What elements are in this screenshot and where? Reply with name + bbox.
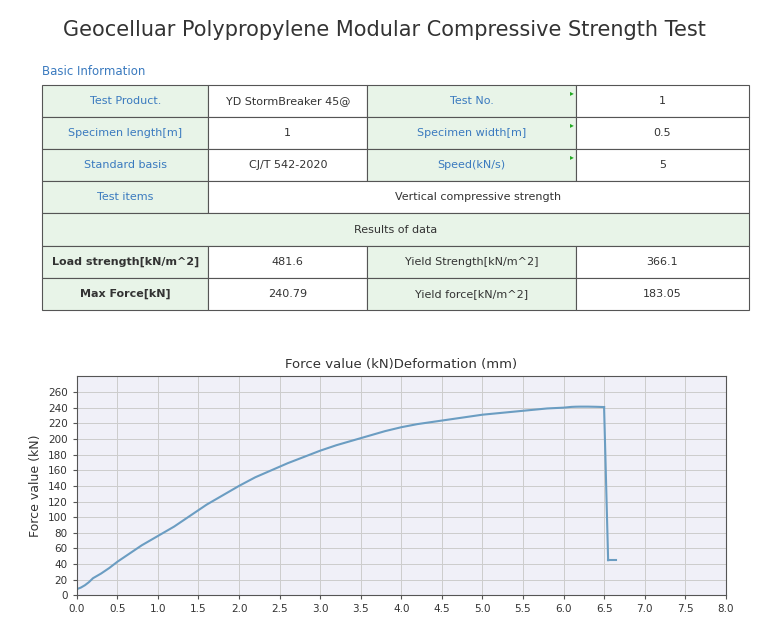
Text: Basic Information: Basic Information	[42, 65, 146, 78]
Text: Test items: Test items	[97, 193, 154, 202]
Text: Test Product.: Test Product.	[90, 96, 161, 106]
Text: Geocelluar Polypropylene Modular Compressive Strength Test: Geocelluar Polypropylene Modular Compres…	[62, 20, 706, 39]
Text: ▸: ▸	[570, 120, 574, 129]
Text: Specimen width[m]: Specimen width[m]	[417, 128, 526, 138]
Text: Yield Strength[kN/m^2]: Yield Strength[kN/m^2]	[405, 257, 538, 267]
Text: 1: 1	[284, 128, 291, 138]
Text: 366.1: 366.1	[647, 257, 678, 267]
Y-axis label: Force value (kN): Force value (kN)	[29, 434, 42, 537]
Text: 481.6: 481.6	[272, 257, 303, 267]
Text: Speed(kN/s): Speed(kN/s)	[438, 160, 505, 170]
Text: ▸: ▸	[570, 152, 574, 161]
Text: Yield force[kN/m^2]: Yield force[kN/m^2]	[415, 289, 528, 299]
Text: 0.5: 0.5	[654, 128, 671, 138]
Text: 240.79: 240.79	[268, 289, 307, 299]
Text: Results of data: Results of data	[354, 225, 437, 234]
Text: 5: 5	[659, 160, 666, 170]
Text: Specimen length[m]: Specimen length[m]	[68, 128, 182, 138]
Text: CJ/T 542-2020: CJ/T 542-2020	[249, 160, 327, 170]
Text: Load strength[kN/m^2]: Load strength[kN/m^2]	[51, 257, 199, 267]
Text: Test No.: Test No.	[449, 96, 493, 106]
Text: Max Force[kN]: Max Force[kN]	[80, 289, 170, 299]
Text: YD StormBreaker 45@: YD StormBreaker 45@	[226, 96, 350, 106]
Text: 183.05: 183.05	[643, 289, 682, 299]
Title: Force value (kN)Deformation (mm): Force value (kN)Deformation (mm)	[285, 358, 518, 371]
Text: Standard basis: Standard basis	[84, 160, 167, 170]
Text: Vertical compressive strength: Vertical compressive strength	[396, 193, 561, 202]
Text: 1: 1	[659, 96, 666, 106]
Text: ▸: ▸	[570, 88, 574, 97]
